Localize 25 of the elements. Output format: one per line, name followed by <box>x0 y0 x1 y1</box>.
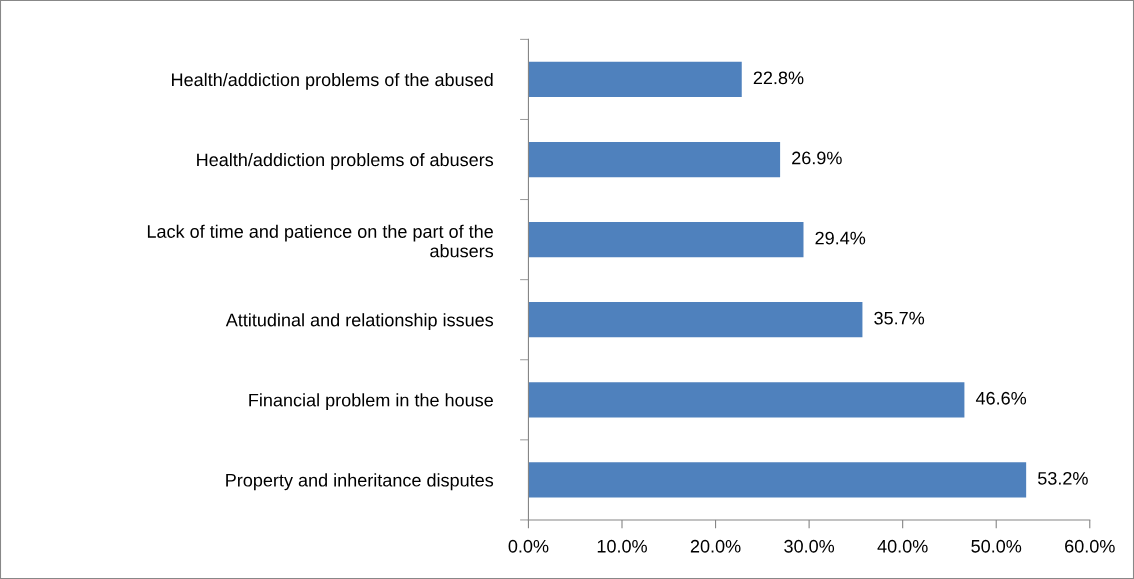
y-tick-label: Lack of time and patience on the part of the abusers <box>147 224 494 258</box>
x-tick-label: 60.0% <box>1065 539 1115 553</box>
y-tick-label: Health/addiction problems of the abused <box>172 72 493 90</box>
data-label: 53.2% <box>1037 471 1088 485</box>
x-tick-label: 30.0% <box>784 539 835 553</box>
y-tick-label: Attitudinal and relationship issues <box>225 313 494 330</box>
x-tick-label: 10.0% <box>597 539 647 553</box>
bar <box>528 141 781 178</box>
x-tick-label: 20.0% <box>690 539 741 553</box>
x-tick-label: 50.0% <box>971 539 1022 553</box>
y-tick-label: Financial problem in the house <box>249 393 493 411</box>
bar <box>528 302 863 338</box>
data-label: 26.9% <box>792 151 842 165</box>
bar <box>528 382 965 418</box>
data-label: 29.4% <box>815 231 866 245</box>
x-tick-label: 40.0% <box>877 539 928 553</box>
bar <box>528 221 804 258</box>
data-label: 22.8% <box>753 71 804 85</box>
data-label: 35.7% <box>874 311 925 325</box>
data-label: 46.6% <box>975 391 1027 405</box>
bar <box>528 61 742 98</box>
y-tick-label: Property and inheritance disputes <box>226 473 494 491</box>
x-tick-label: 0.0% <box>508 539 549 553</box>
y-tick-label: Health/addiction problems of abusers <box>197 152 494 170</box>
bar <box>528 462 1027 498</box>
